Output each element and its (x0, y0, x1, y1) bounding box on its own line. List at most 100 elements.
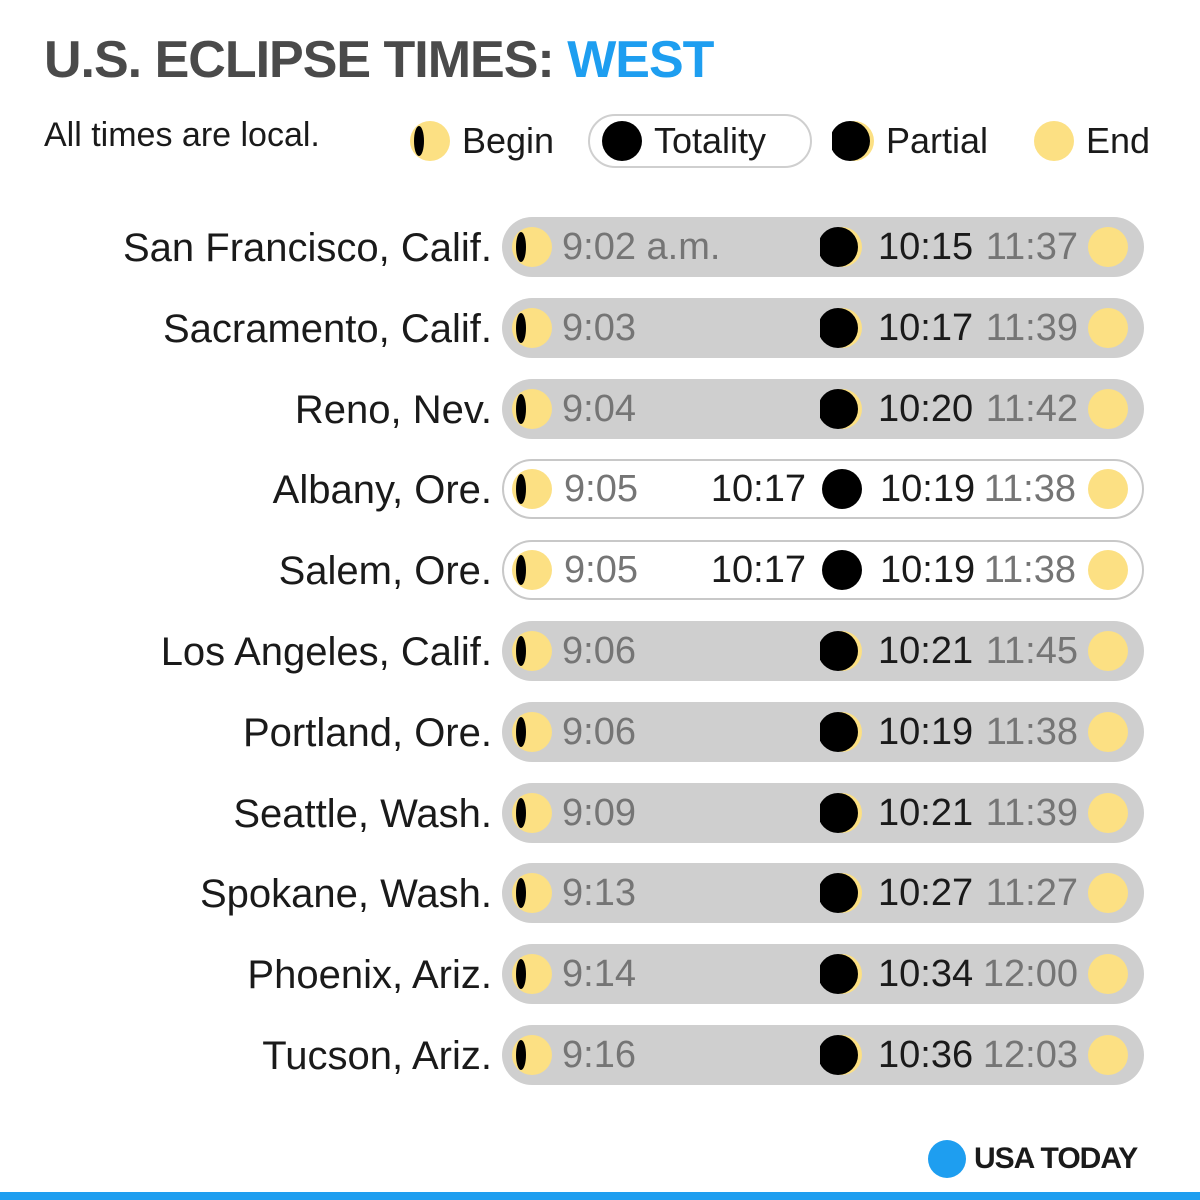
page-title: U.S. ECLIPSE TIMES: WEST (44, 30, 714, 90)
begin-time: 9:05 (564, 468, 638, 510)
city-name: Sacramento, Calif. (162, 307, 492, 351)
timeline-bar: 9:16 10:36 12:03 (502, 1025, 1144, 1085)
timeline-bar: 9:02 a.m. 10:15 11:37 (502, 217, 1144, 277)
eclipse-begin-icon (510, 225, 554, 269)
city-row: Spokane, Wash. 9:13 10:27 11:27 (0, 863, 1200, 925)
city-row: Portland, Ore. 9:06 10:19 11:38 (0, 702, 1200, 764)
eclipse-partial-icon (820, 225, 864, 269)
begin-time: 9:14 (562, 953, 636, 995)
peak-time: 10:21 (878, 792, 974, 834)
city-name: Tucson, Ariz. (262, 1034, 492, 1078)
eclipse-totality-icon (820, 467, 864, 511)
begin-time: 9:13 (562, 872, 636, 914)
timeline-bar: 9:05 10:17 10:19 11:38 (502, 540, 1144, 600)
eclipse-end-icon (1086, 548, 1130, 592)
eclipse-totality-icon (820, 548, 864, 592)
eclipse-end-icon (1086, 871, 1130, 915)
begin-time: 9:04 (562, 388, 636, 430)
end-time: 11:42 (985, 388, 1078, 430)
city-name: Salem, Ore. (278, 549, 492, 593)
local-time-note: All times are local. (44, 116, 320, 154)
city-name: Albany, Ore. (272, 468, 492, 512)
end-time: 11:39 (985, 792, 1078, 834)
begin-time: 9:02 a.m. (562, 226, 721, 268)
eclipse-end-icon (1086, 710, 1130, 754)
timeline-bar: 9:06 10:21 11:45 (502, 621, 1144, 681)
eclipse-begin-icon (408, 119, 452, 163)
logo-text: USA TODAY (974, 1142, 1138, 1175)
end-time: 11:27 (985, 872, 1078, 914)
peak-time: 10:36 (878, 1034, 974, 1076)
eclipse-end-icon (1086, 1033, 1130, 1077)
peak-time: 10:20 (878, 388, 974, 430)
eclipse-begin-icon (510, 387, 554, 431)
timeline-bar: 9:09 10:21 11:39 (502, 783, 1144, 843)
eclipse-partial-icon (820, 871, 864, 915)
city-name: Portland, Ore. (242, 711, 492, 755)
peak-time: 10:19 (880, 549, 976, 591)
legend-totality-label: Totality (654, 120, 767, 161)
eclipse-partial-icon (820, 1033, 864, 1077)
eclipse-partial-icon (820, 952, 864, 996)
eclipse-end-icon (1086, 952, 1130, 996)
eclipse-end-icon (1086, 467, 1130, 511)
peak-time: 10:34 (878, 953, 974, 995)
city-name: Phoenix, Ariz. (247, 953, 492, 997)
eclipse-totality-icon (600, 119, 644, 163)
peak-time: 10:17 (878, 307, 974, 349)
city-row: Phoenix, Ariz. 9:14 10:34 12:00 (0, 944, 1200, 1006)
end-time: 11:37 (985, 226, 1078, 268)
end-time: 11:38 (983, 549, 1076, 591)
eclipse-partial-icon (820, 629, 864, 673)
peak-time: 10:19 (878, 711, 974, 753)
timeline-bar: 9:13 10:27 11:27 (502, 863, 1144, 923)
eclipse-begin-icon (510, 871, 554, 915)
title-accent: WEST (567, 31, 714, 89)
timeline-bar: 9:03 10:17 11:39 (502, 298, 1144, 358)
end-time: 12:03 (982, 1034, 1078, 1076)
eclipse-begin-icon (510, 548, 554, 592)
begin-time: 9:05 (564, 549, 638, 591)
city-name: San Francisco, Calif. (122, 226, 492, 270)
end-time: 11:39 (985, 307, 1078, 349)
begin-time: 9:16 (562, 1034, 636, 1076)
end-time: 11:38 (985, 711, 1078, 753)
eclipse-begin-icon (510, 1033, 554, 1077)
logo-dot-icon (928, 1140, 966, 1178)
timeline-bar: 9:06 10:19 11:38 (502, 702, 1144, 762)
eclipse-begin-icon (510, 710, 554, 754)
city-row: Albany, Ore. 9:05 10:17 10:19 11:38 (0, 459, 1200, 521)
eclipse-end-icon (1086, 791, 1130, 835)
city-row: Salem, Ore. 9:05 10:17 10:19 11:38 (0, 540, 1200, 602)
peak-time: 10:19 (880, 468, 976, 510)
eclipse-partial-icon (820, 306, 864, 350)
city-name: Los Angeles, Calif. (160, 630, 492, 674)
eclipse-partial-icon (820, 791, 864, 835)
city-row: Seattle, Wash. 9:09 10:21 11:39 (0, 783, 1200, 845)
city-row: Los Angeles, Calif. 9:06 10:21 11:45 (0, 621, 1200, 683)
eclipse-end-icon (1086, 629, 1130, 673)
eclipse-end-icon (1032, 119, 1076, 163)
peak-time: 10:21 (878, 630, 974, 672)
title-main: U.S. ECLIPSE TIMES: (44, 31, 568, 89)
legend-begin: Begin (408, 114, 554, 168)
timeline-bar: 9:04 10:20 11:42 (502, 379, 1144, 439)
eclipse-end-icon (1086, 387, 1130, 431)
eclipse-partial-icon (832, 119, 876, 163)
eclipse-begin-icon (510, 952, 554, 996)
city-row: Sacramento, Calif. 9:03 10:17 11:39 (0, 298, 1200, 360)
begin-time: 9:09 (562, 792, 636, 834)
city-name: Seattle, Wash. (233, 792, 492, 836)
eclipse-begin-icon (510, 467, 554, 511)
begin-time: 9:06 (562, 711, 636, 753)
eclipse-end-icon (1086, 306, 1130, 350)
begin-time: 9:03 (562, 307, 636, 349)
legend-totality: Totality (588, 114, 812, 168)
eclipse-begin-icon (510, 791, 554, 835)
legend-end-label: End (1086, 120, 1151, 161)
city-row: Reno, Nev. 9:04 10:20 11:42 (0, 379, 1200, 441)
legend-end: End (1032, 114, 1150, 168)
timeline-bar: 9:14 10:34 12:00 (502, 944, 1144, 1004)
end-time: 11:38 (983, 468, 1076, 510)
peak-time: 10:15 (878, 226, 974, 268)
